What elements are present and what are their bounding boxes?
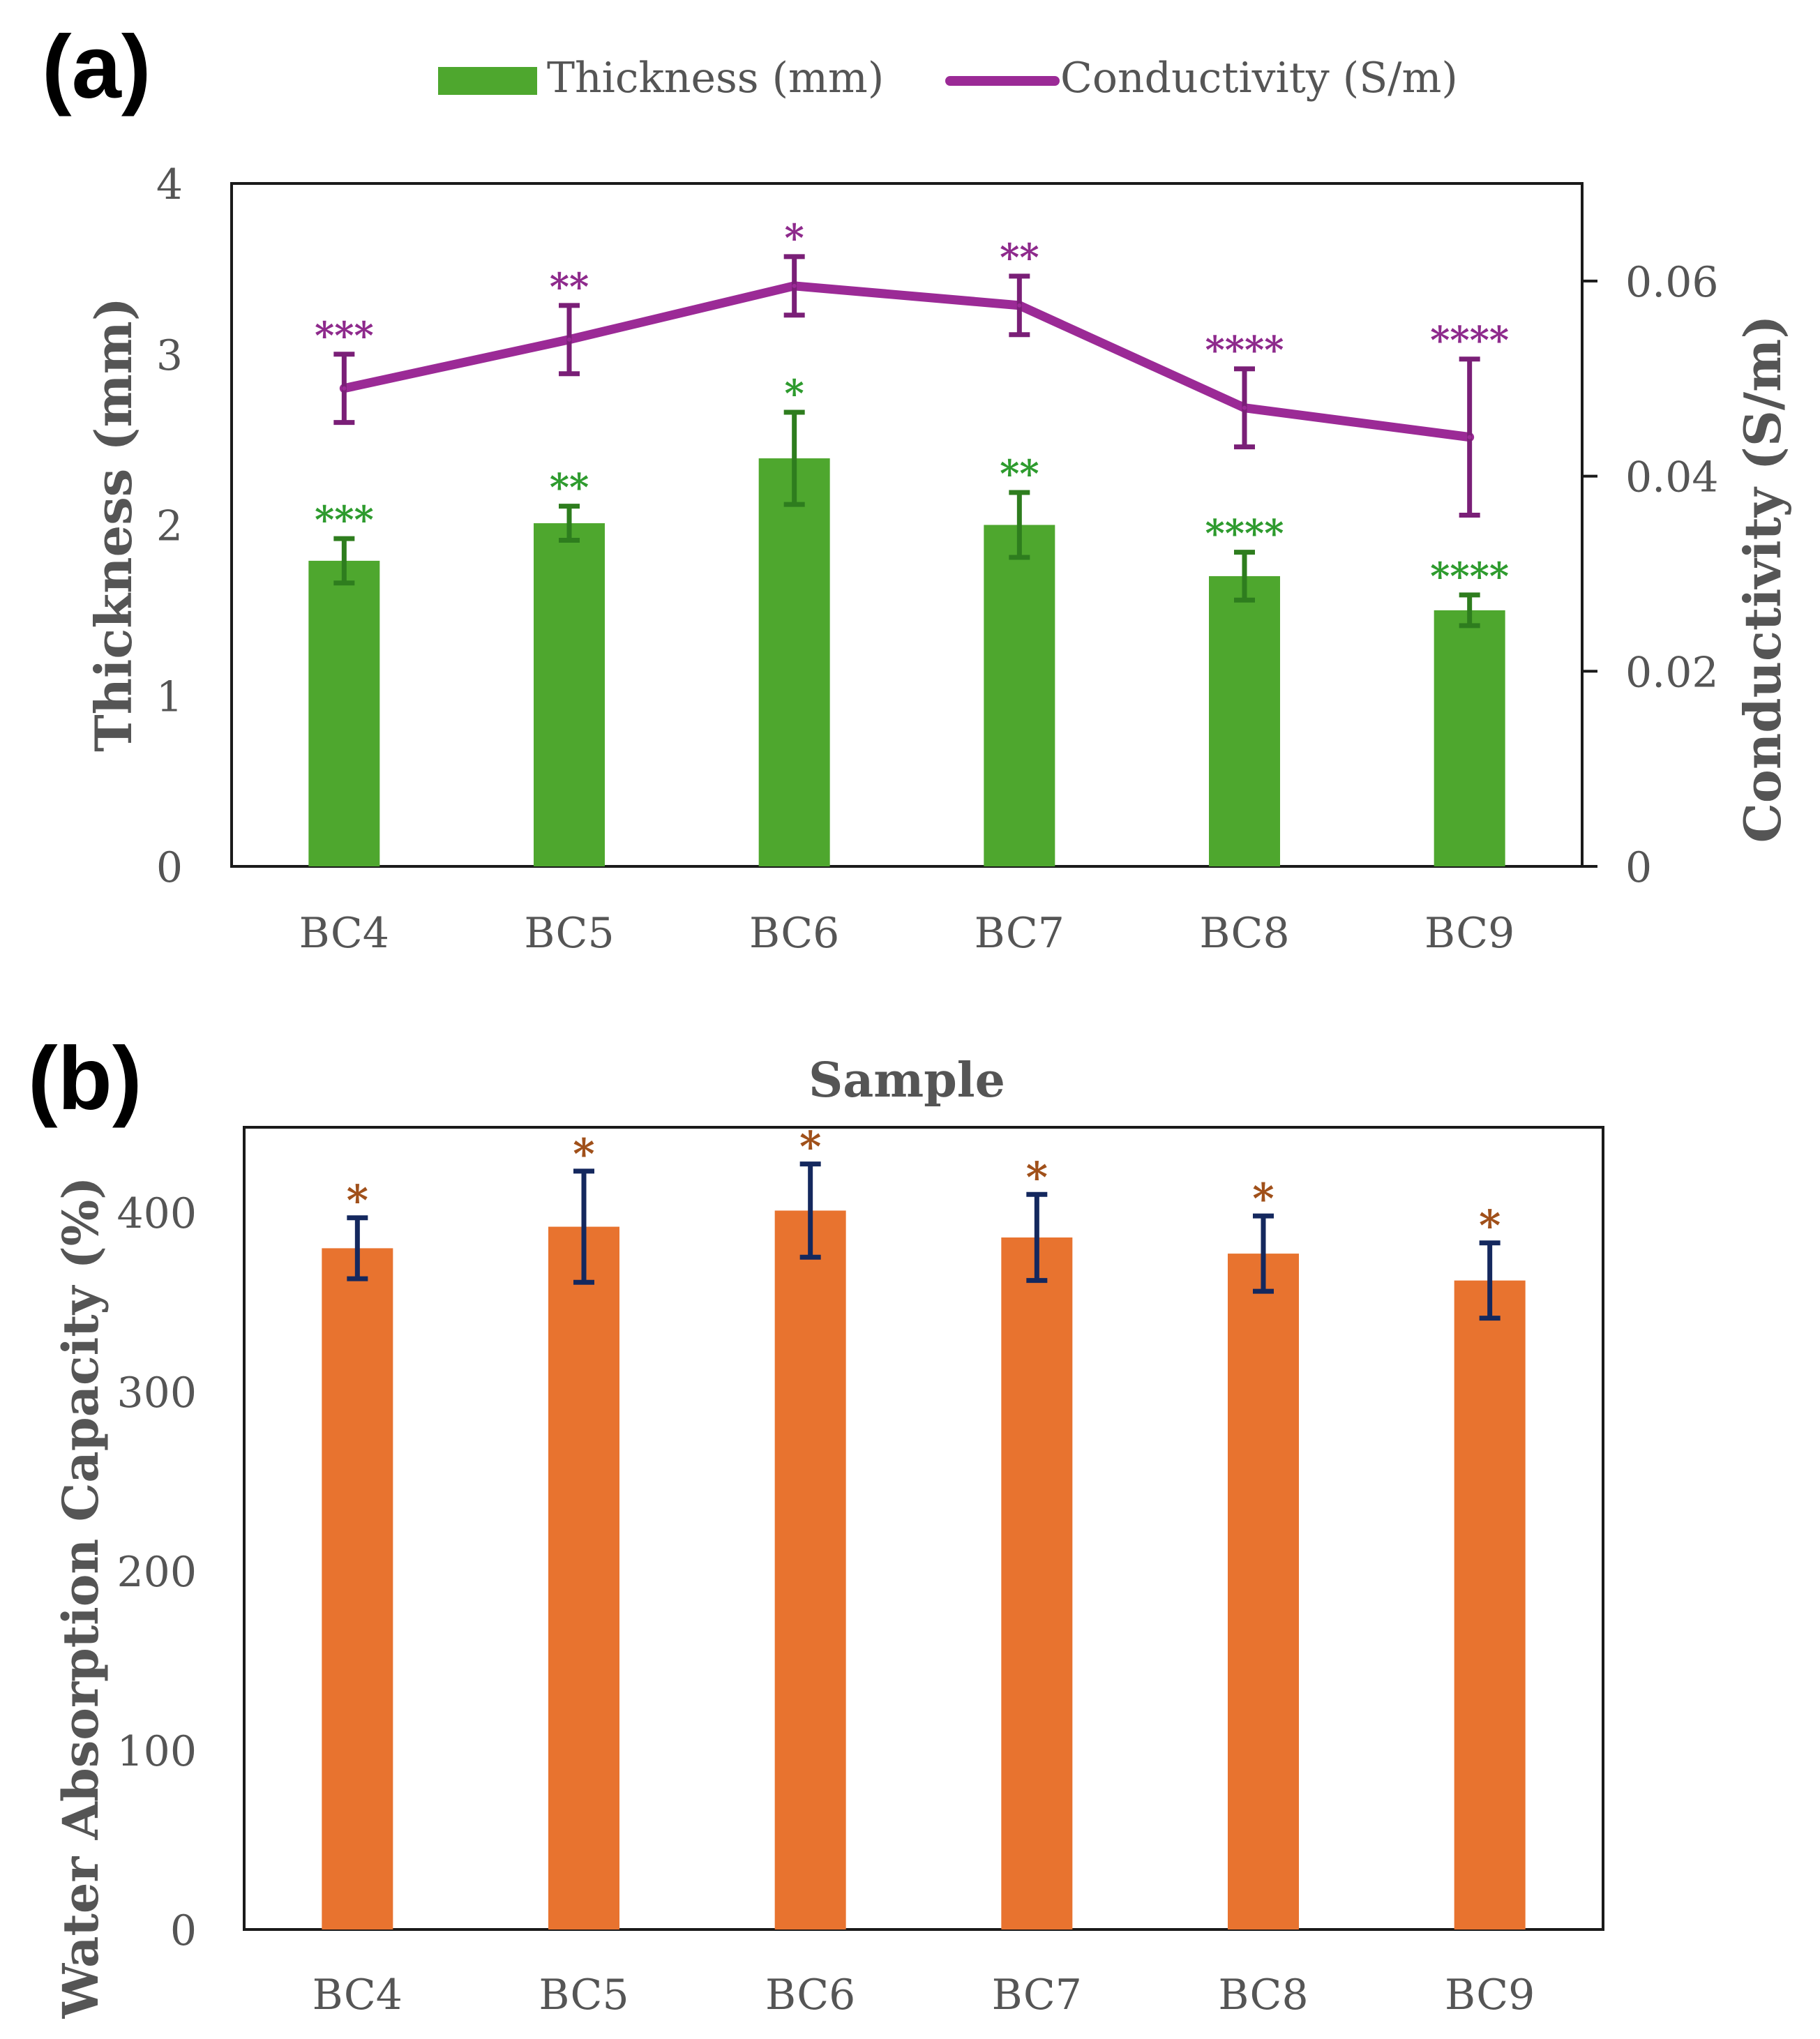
- x-category-b-BC5: BC5: [539, 1971, 629, 2019]
- thickness-significance-BC8: ****: [1205, 511, 1284, 556]
- thickness-significance-BC9: ****: [1430, 554, 1509, 599]
- x-category-b-BC8: BC8: [1218, 1971, 1308, 2019]
- x-category-b-BC6: BC6: [765, 1971, 855, 2019]
- x-category-b-BC9: BC9: [1445, 1971, 1535, 2019]
- water-absorption-bar-BC5: [548, 1226, 619, 1929]
- x-category-BC7: BC7: [975, 909, 1065, 958]
- chart-title-b: Sample: [809, 1053, 1005, 1108]
- x-category-BC4: BC4: [299, 909, 389, 958]
- thickness-bar-BC9: [1434, 610, 1505, 866]
- thickness-bar-BC6: [758, 458, 830, 866]
- legend-thickness-label: Thickness (mm): [547, 54, 884, 103]
- y-tick-right-0.04: 0.04: [1625, 453, 1719, 502]
- water-absorption-bar-BC8: [1228, 1254, 1299, 1929]
- y-tick-b-200: 200: [116, 1548, 197, 1597]
- x-category-b-BC7: BC7: [992, 1971, 1082, 2019]
- panel-a: (a) Thickness (mm) Conductivity (S/m) 0 1…: [42, 17, 1792, 958]
- left-axis-ticks-a: 0 1 2 3 4: [156, 160, 183, 892]
- conductivity-point-BC4: [342, 386, 347, 391]
- x-category-BC8: BC8: [1199, 909, 1289, 958]
- legend-conductivity-label: Conductivity (S/m): [1060, 54, 1458, 103]
- conductivity-series-line: [339, 281, 1475, 442]
- thickness-bar-BC5: [534, 523, 605, 866]
- y-tick-right-0.02: 0.02: [1625, 648, 1719, 697]
- water-absorption-bar-BC6: [774, 1210, 846, 1929]
- y-tick-b-100: 100: [116, 1727, 197, 1776]
- y-tick-left-4: 4: [156, 160, 183, 209]
- conductivity-point-BC5: [567, 337, 571, 342]
- thickness-bar-BC8: [1209, 575, 1280, 866]
- y-axis-label-left-a: Thickness (mm): [84, 297, 143, 752]
- plot-frame-b: [243, 1126, 1604, 1931]
- y-tick-b-400: 400: [116, 1189, 197, 1238]
- thickness-significance-BC7: **: [1000, 451, 1039, 496]
- conductivity-point-BC7: [1017, 303, 1022, 308]
- thickness-significance-BC6: *: [785, 371, 804, 416]
- category-labels-a: BC4 BC5 BC6 BC7 BC8 BC9: [299, 909, 1515, 958]
- y-tick-b-300: 300: [116, 1369, 197, 1417]
- conductivity-significance-BC9: ****: [1430, 318, 1509, 363]
- conductivity-point-BC9: [1467, 435, 1472, 439]
- panel-b-label: (b): [28, 1029, 142, 1129]
- water-absorption-bar-BC4: [322, 1248, 393, 1929]
- thickness-significance-BC4: ***: [315, 497, 374, 542]
- conductivity-significance-BC7: **: [1000, 235, 1039, 280]
- y-axis-label-b: Water Absorption Capacity (%): [52, 1177, 110, 2019]
- y-tick-left-3: 3: [156, 331, 183, 380]
- x-category-b-BC4: BC4: [313, 1971, 403, 2019]
- water-absorption-significance-BC8: *: [1252, 1175, 1274, 1224]
- y-tick-left-2: 2: [156, 502, 183, 551]
- water-absorption-significance-BC9: *: [1479, 1202, 1501, 1251]
- water-absorption-bars: * * * * * *: [322, 1123, 1526, 1929]
- y-tick-b-0: 0: [170, 1906, 197, 1955]
- y-axis-ticks-b: 0 100 200 300 400: [116, 1189, 197, 1955]
- thickness-bar-BC7: [984, 525, 1055, 866]
- y-tick-left-0: 0: [156, 843, 183, 892]
- conductivity-significance-BC6: *: [785, 216, 804, 260]
- x-category-BC6: BC6: [749, 909, 839, 958]
- y-tick-right-0: 0: [1625, 843, 1652, 892]
- water-absorption-bar-BC9: [1454, 1280, 1526, 1929]
- plot-frame-a: [230, 182, 1584, 868]
- conductivity-point-BC6: [792, 283, 797, 288]
- x-category-BC9: BC9: [1424, 909, 1514, 958]
- thickness-bar-BC4: [308, 560, 380, 866]
- legend-thickness-swatch: [438, 67, 537, 95]
- water-absorption-bar-BC7: [1001, 1237, 1073, 1929]
- thickness-bars: ****************: [308, 371, 1509, 866]
- conductivity-significance-BC8: ****: [1205, 328, 1284, 373]
- thickness-significance-BC5: **: [550, 465, 589, 510]
- legend-a: Thickness (mm) Conductivity (S/m): [438, 54, 1458, 103]
- water-absorption-significance-BC5: *: [573, 1130, 594, 1179]
- water-absorption-significance-BC6: *: [799, 1123, 821, 1172]
- right-axis-ticks-a: 0 0.02 0.04 0.06: [1582, 258, 1719, 892]
- y-axis-label-right-a: Conductivity (S/m): [1733, 315, 1792, 843]
- panel-a-label: (a): [42, 17, 151, 117]
- x-category-BC5: BC5: [524, 909, 614, 958]
- y-tick-right-0.06: 0.06: [1625, 258, 1719, 307]
- water-absorption-significance-BC4: *: [347, 1177, 368, 1226]
- y-tick-left-1: 1: [156, 672, 183, 721]
- category-labels-b: BC4 BC5 BC6 BC7 BC8 BC9: [313, 1971, 1535, 2019]
- conductivity-point-BC8: [1242, 405, 1247, 410]
- conductivity-line: ****** ****** ****: [315, 216, 1509, 518]
- conductivity-significance-BC5: **: [550, 264, 589, 309]
- conductivity-significance-BC4: ***: [315, 313, 374, 358]
- water-absorption-significance-BC7: *: [1026, 1153, 1048, 1202]
